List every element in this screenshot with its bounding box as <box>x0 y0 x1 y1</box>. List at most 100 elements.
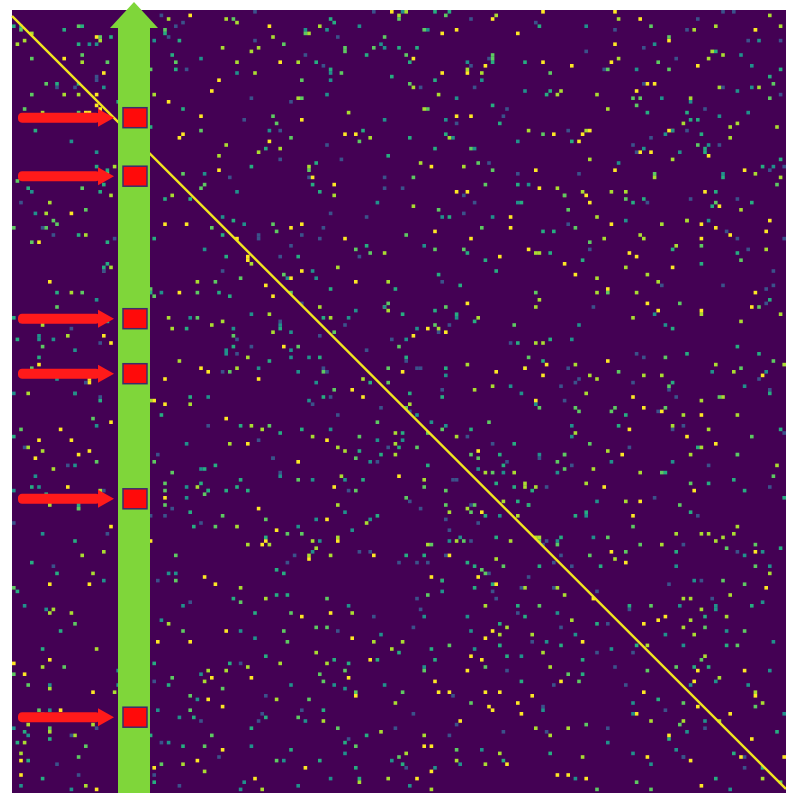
noise-cell <box>634 254 639 259</box>
noise-cell <box>177 136 182 140</box>
noise-cell <box>321 370 326 374</box>
noise-cell <box>354 744 358 748</box>
noise-cell <box>624 499 628 504</box>
noise-cell <box>433 146 437 151</box>
noise-cell <box>552 229 556 234</box>
noise-cell <box>181 744 185 748</box>
noise-cell <box>753 28 758 32</box>
noise-cell <box>332 193 336 198</box>
noise-cell <box>408 499 412 504</box>
noise-cell <box>382 46 387 50</box>
noise-cell <box>724 229 729 234</box>
noise-cell <box>717 204 722 208</box>
noise-cell <box>199 521 203 525</box>
noise-cell <box>642 690 646 694</box>
noise-cell <box>274 568 279 572</box>
noise-cell <box>566 726 570 730</box>
noise-cell <box>609 550 614 554</box>
noise-cell <box>760 164 765 169</box>
noise-cell <box>562 593 567 597</box>
noise-cell <box>429 164 434 169</box>
noise-cell <box>739 208 743 212</box>
noise-cell <box>282 344 286 349</box>
noise-cell <box>19 751 23 756</box>
noise-cell <box>559 679 563 684</box>
noise-cell <box>224 629 228 633</box>
noise-cell <box>735 413 740 417</box>
noise-cell <box>37 334 41 338</box>
noise-cell <box>562 193 567 198</box>
noise-cell <box>649 150 653 154</box>
noise-cell <box>732 751 736 756</box>
noise-cell <box>408 60 412 64</box>
noise-cell <box>426 593 430 597</box>
noise-cell <box>40 110 45 115</box>
noise-cell <box>19 773 23 777</box>
noise-cell <box>37 355 41 360</box>
marker-3 <box>18 307 148 330</box>
noise-cell <box>98 190 102 194</box>
noise-cell <box>436 92 441 97</box>
noise-cell <box>447 10 452 14</box>
noise-cell <box>256 366 261 370</box>
noise-cell <box>210 676 214 680</box>
noise-cell <box>516 31 520 36</box>
noise-cell <box>364 521 369 525</box>
noise-cell <box>271 294 275 298</box>
noise-cell <box>44 82 48 86</box>
noise-cell <box>465 71 470 75</box>
noise-cell <box>433 766 437 770</box>
noise-cell <box>584 514 588 518</box>
noise-cell <box>228 442 232 446</box>
noise-cell <box>757 352 761 356</box>
noise-cell <box>440 71 444 75</box>
noise-cell <box>397 13 401 18</box>
noise-cell <box>454 722 459 727</box>
noise-cell <box>534 168 538 172</box>
noise-cell <box>267 24 272 28</box>
noise-cell <box>634 103 639 108</box>
noise-cell <box>422 733 426 738</box>
noise-cell <box>321 316 326 320</box>
noise-cell <box>426 463 430 468</box>
noise-cell <box>152 766 156 770</box>
noise-cell <box>476 316 480 320</box>
noise-cell <box>94 150 99 154</box>
noise-cell <box>429 647 434 651</box>
noise-cell <box>724 629 729 633</box>
noise-cell <box>699 262 704 266</box>
noise-cell <box>555 611 560 615</box>
noise-cell <box>94 424 99 428</box>
pointer-arrow-shaft <box>18 712 100 723</box>
noise-cell <box>613 557 617 561</box>
noise-cell <box>418 506 423 511</box>
noise-cell <box>429 420 434 424</box>
noise-cell <box>552 683 556 687</box>
noise-cell <box>382 683 387 687</box>
noise-cell <box>350 388 354 392</box>
noise-cell <box>390 10 394 14</box>
noise-cell <box>537 298 542 302</box>
noise-cell <box>228 370 232 374</box>
noise-cell <box>699 445 704 450</box>
noise-cell <box>764 586 768 590</box>
noise-cell <box>300 78 304 82</box>
noise-cell <box>696 704 700 709</box>
noise-cell <box>728 712 732 716</box>
noise-cell <box>26 186 30 190</box>
noise-cell <box>264 535 268 540</box>
noise-cell <box>681 625 686 630</box>
noise-cell <box>768 74 772 79</box>
noise-cell <box>778 67 783 72</box>
noise-cell <box>710 596 714 601</box>
noise-cell <box>224 143 228 147</box>
noise-cell <box>588 128 592 133</box>
noise-cell <box>408 391 412 396</box>
noise-cell <box>105 532 110 536</box>
noise-cell <box>498 751 502 756</box>
noise-cell <box>490 384 495 388</box>
noise-cell <box>238 600 243 604</box>
noise-cell <box>537 564 542 568</box>
noise-cell <box>454 114 459 118</box>
noise-cell <box>480 71 484 75</box>
